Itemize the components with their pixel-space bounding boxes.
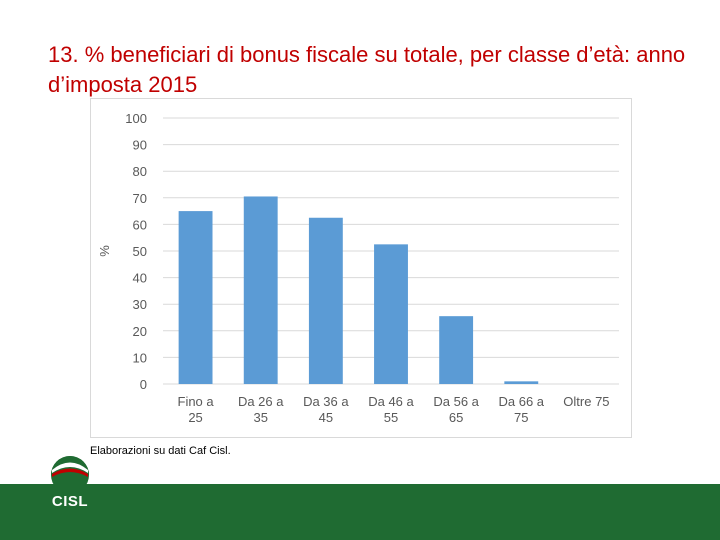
bar <box>374 244 408 384</box>
chart-canvas: 0 10 20 30 40 50 60 70 80 90 100% Fino a25 Da 26 a35… <box>97 111 619 425</box>
x-tick-label: Da 36 a <box>303 394 349 409</box>
x-tick-label: Da 46 a <box>368 394 414 409</box>
y-tick-label: 100 <box>125 111 147 126</box>
bar <box>308 217 343 384</box>
y-tick-label: 40 <box>133 271 147 286</box>
x-tick-label: Fino a <box>178 394 215 409</box>
x-tick-label: 55 <box>384 410 398 425</box>
bar <box>178 211 213 384</box>
x-tick-label: 45 <box>319 410 333 425</box>
x-tick-label: Da 56 a <box>433 394 479 409</box>
y-tick-label: 50 <box>133 244 147 259</box>
y-tick-label: 20 <box>133 324 147 339</box>
bar <box>243 196 278 384</box>
x-tick-label: 35 <box>253 410 267 425</box>
footer-band <box>0 484 720 540</box>
source-note: Elaborazioni su dati Caf Cisl. <box>90 445 231 457</box>
slide-title: 13. % beneficiari di bonus fiscale su to… <box>48 42 686 97</box>
y-tick-label: 0 <box>140 377 147 392</box>
bar-chart: 0 10 20 30 40 50 60 70 80 90 100% Fino a 25 Da 26 a 35… <box>90 98 632 438</box>
x-tick-label: 65 <box>449 410 463 425</box>
x-tick-label: 75 <box>514 410 528 425</box>
x-tick-label: Da 26 a <box>238 394 284 409</box>
y-tick-label: 30 <box>133 297 147 312</box>
y-tick-label: 80 <box>133 164 147 179</box>
logo-text: CISL <box>51 493 89 510</box>
y-tick-label: 60 <box>133 217 147 232</box>
y-tick-label: 70 <box>133 191 147 206</box>
bar <box>504 381 539 384</box>
y-axis-label: % <box>97 245 112 257</box>
cisl-logo-icon <box>51 456 89 494</box>
x-tick-label: 25 <box>188 410 202 425</box>
x-tick-label: Oltre 75 <box>563 394 609 409</box>
y-tick-label: 10 <box>133 350 147 365</box>
y-tick-label: 90 <box>133 138 147 153</box>
x-tick-label: Da 66 a <box>499 394 545 409</box>
bar <box>439 316 474 384</box>
cisl-logo: CISL <box>46 451 94 515</box>
